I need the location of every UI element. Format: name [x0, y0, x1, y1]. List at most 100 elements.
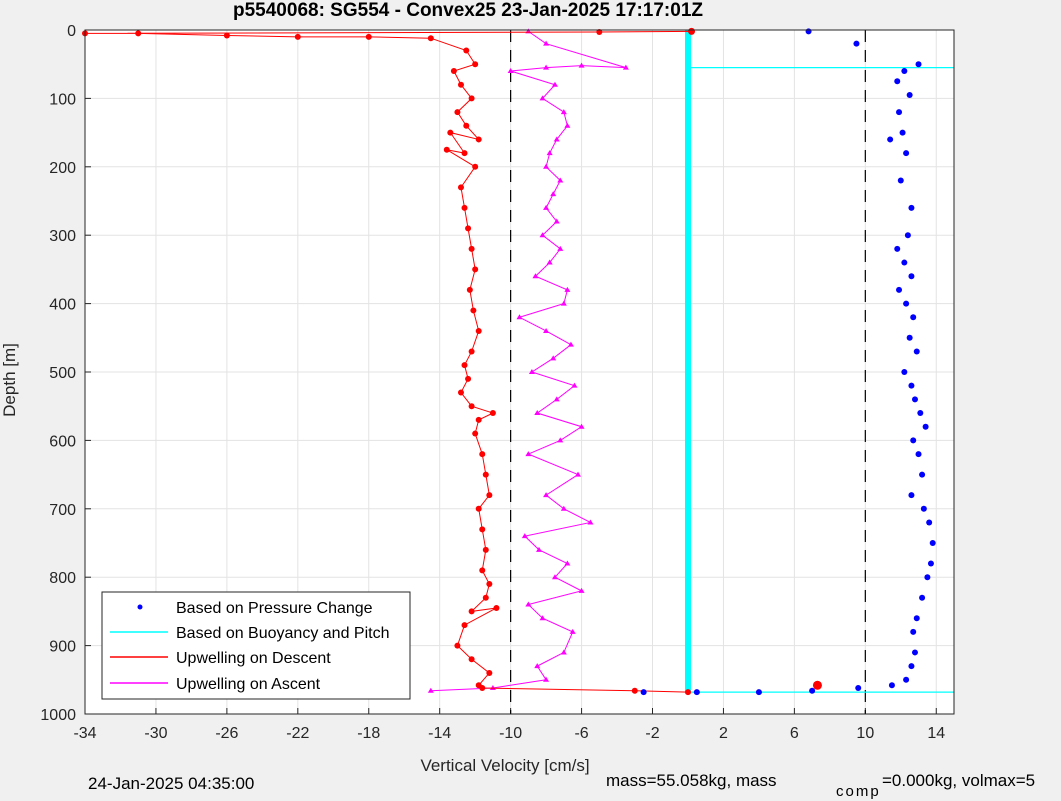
data-point [427, 687, 434, 693]
data-point [894, 245, 901, 252]
data-point [543, 676, 550, 682]
data-point [479, 451, 486, 458]
data-point [888, 682, 895, 689]
footer-mass: mass=55.058kg, mass [606, 771, 777, 790]
data-point [557, 245, 564, 251]
data-point [479, 567, 486, 574]
data-point [486, 669, 493, 676]
chart-title: p5540068: SG554 - Convex25 23-Jan-2025 1… [233, 0, 703, 21]
x-tick-label: -14 [428, 725, 451, 742]
data-point [575, 471, 582, 477]
data-point [596, 29, 603, 36]
data-point [553, 218, 560, 224]
data-point [929, 540, 936, 546]
legend-label: Upwelling on Ascent [176, 676, 321, 693]
data-point [475, 136, 482, 143]
x-tick-label: -2 [645, 725, 659, 742]
data-point [472, 266, 479, 273]
series-upwelling-on-descent [82, 28, 695, 696]
data-point [516, 314, 523, 320]
x-tick-label: -22 [286, 725, 309, 742]
data-point [553, 136, 560, 142]
axes-box [84, 29, 955, 715]
data-point [887, 136, 894, 143]
data-point [684, 689, 691, 696]
data-point [908, 382, 915, 389]
data-point [910, 437, 917, 444]
data-point [755, 689, 762, 696]
data-point [917, 410, 924, 417]
data-point [894, 78, 901, 85]
data-point [447, 129, 454, 136]
legend-marker [137, 604, 143, 610]
series-based-on-pressure-change [640, 28, 936, 696]
data-point [622, 64, 629, 70]
data-point [899, 129, 906, 136]
data-point [910, 314, 917, 321]
data-point [479, 685, 486, 692]
data-point [443, 146, 450, 153]
data-point [557, 177, 564, 183]
x-tick-label: -26 [215, 725, 238, 742]
data-point [640, 689, 647, 696]
data-point [560, 300, 567, 306]
x-tick-labels: -34 -30 -26 -22 -18 -14 -10 -6 -2 2 6 10 14 [73, 725, 945, 742]
data-point [897, 177, 904, 184]
y-tick-label: 200 [49, 160, 76, 177]
legend: Based on Pressure Change Based on Buoyanc… [101, 591, 411, 700]
y-tick-label: 400 [49, 297, 76, 314]
data-point [560, 109, 567, 115]
data-point [543, 64, 550, 70]
data-point [927, 560, 934, 567]
data-point [896, 286, 903, 293]
data-point [551, 81, 558, 87]
data-point [463, 47, 470, 54]
data-point [521, 533, 528, 539]
legend-label: Upwelling on Descent [176, 650, 331, 667]
data-point [470, 307, 477, 314]
y-tick-label: 300 [49, 228, 76, 245]
data-point [461, 150, 468, 157]
data-point [578, 62, 585, 68]
y-tick-label: 600 [49, 433, 76, 450]
data-point [454, 642, 461, 649]
data-point [468, 403, 475, 410]
data-point [564, 560, 571, 566]
data-point [915, 61, 922, 68]
data-point [472, 61, 479, 68]
data-point [560, 505, 567, 511]
data-point [910, 628, 917, 635]
data-point [560, 649, 567, 655]
data-point [853, 40, 860, 47]
data-point [457, 184, 464, 191]
data-point [468, 656, 475, 663]
data-point [461, 622, 468, 629]
x-tick-label: -10 [499, 725, 522, 742]
data-point [550, 355, 557, 361]
data-point [911, 649, 918, 656]
data-point [903, 300, 910, 307]
data-point [294, 33, 301, 40]
x-tick-label: -34 [73, 725, 96, 742]
y-tick-label: 1000 [40, 707, 76, 724]
legend-box [101, 591, 411, 700]
data-point [534, 663, 541, 669]
data-point [913, 348, 920, 355]
legend-item: Based on Buoyancy and Pitch [110, 625, 389, 642]
data-point [482, 471, 489, 478]
data-point [564, 286, 571, 292]
data-point [919, 594, 926, 601]
data-point [468, 348, 475, 355]
data-point [223, 32, 230, 39]
data-point [468, 245, 475, 252]
data-point [569, 628, 576, 634]
data-point [546, 150, 553, 156]
data-point [908, 663, 915, 670]
legend-item: Upwelling on Ascent [110, 676, 321, 693]
data-point [906, 91, 913, 98]
data-point [809, 687, 816, 694]
data-point [926, 519, 933, 526]
data-point [457, 389, 464, 396]
data-point [475, 327, 482, 334]
